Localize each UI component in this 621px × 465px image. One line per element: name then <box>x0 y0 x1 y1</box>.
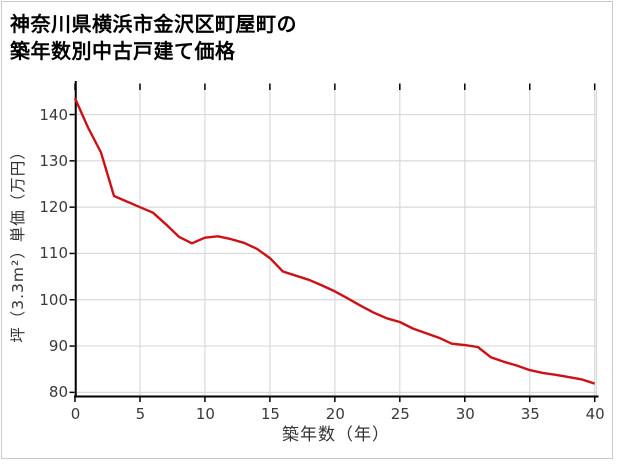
chart-title: 神奈川県横浜市金沢区町屋町の 築年数別中古戸建て価格 <box>10 11 297 65</box>
chart-title-line2: 築年数別中古戸建て価格 <box>10 39 236 63</box>
y-axis-label: 坪（3.3m²）単価（万円） <box>9 143 27 343</box>
chart-title-line1: 神奈川県横浜市金沢区町屋町の <box>10 12 297 36</box>
y-tick-label: 120 <box>39 198 68 217</box>
x-tick-label: 35 <box>520 405 540 423</box>
x-tick-label: 0 <box>70 405 81 423</box>
x-tick-label: 20 <box>325 405 345 423</box>
x-tick-label: 40 <box>585 405 605 423</box>
x-tick-label: 25 <box>390 405 410 423</box>
price-line-series <box>73 97 596 385</box>
chart-card <box>1 1 613 459</box>
y-tick-label: 130 <box>39 151 68 170</box>
x-tick-label: 30 <box>455 405 475 423</box>
y-tick-label: 90 <box>48 337 68 356</box>
y-tick-label: 110 <box>39 244 68 263</box>
x-tick-label: 5 <box>135 405 146 423</box>
plot-area <box>69 81 599 402</box>
x-tick-label: 15 <box>260 405 280 423</box>
x-axis-label: 築年数（年） <box>282 425 390 445</box>
x-tick-label: 10 <box>195 405 215 423</box>
y-tick-label: 100 <box>39 290 68 309</box>
chart-svg <box>69 81 599 402</box>
y-tick-label: 140 <box>39 105 68 124</box>
y-tick-label: 80 <box>48 383 68 402</box>
